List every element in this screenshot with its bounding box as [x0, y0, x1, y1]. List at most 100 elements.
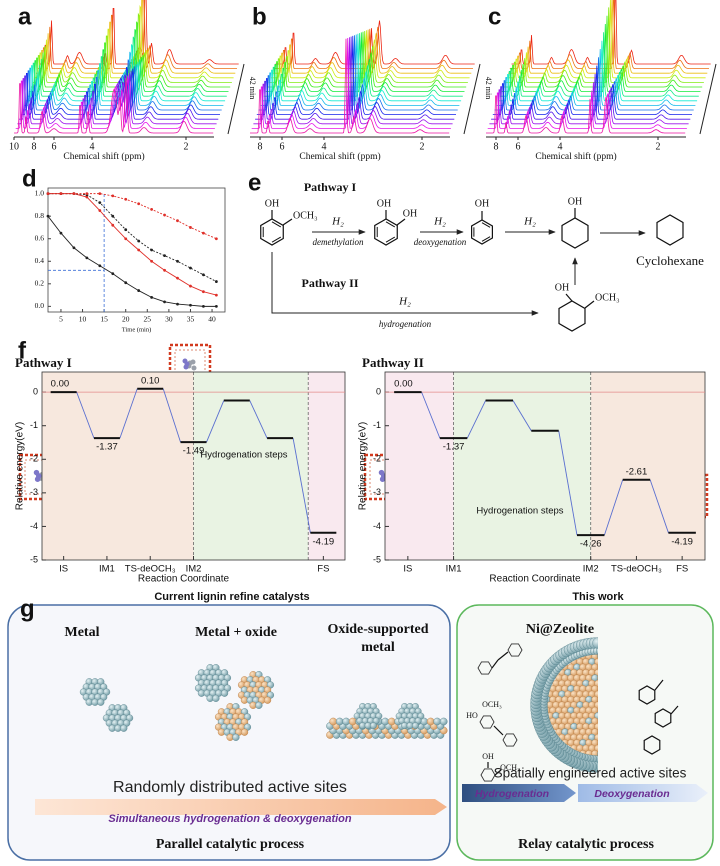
data-point: [124, 228, 128, 232]
x-axis-label: Chemical shift (ppm): [299, 151, 380, 162]
data-point: [189, 266, 192, 270]
ring: [507, 643, 523, 657]
region: [42, 372, 194, 560]
double-bond: [481, 222, 491, 228]
connector: [421, 391, 441, 439]
process-label: Parallel catalytic process: [156, 837, 305, 852]
panel-label: g: [20, 595, 35, 622]
x-axis-label: Chemical shift (ppm): [535, 151, 616, 162]
bond: [396, 218, 406, 226]
spectrum-trace: [25, 44, 226, 102]
x-tick-label: 35: [187, 315, 195, 324]
y-tick-label: -4: [30, 521, 38, 531]
x-tick-label: IM2: [186, 564, 202, 575]
panel-label: b: [252, 3, 267, 30]
x-tick-label: 30: [165, 315, 173, 324]
data-point: [176, 302, 179, 306]
x-tick-label: IS: [59, 564, 68, 575]
ring: [479, 715, 495, 729]
data-point: [176, 219, 179, 223]
atom: [594, 744, 598, 752]
arrow-label: Simultaneous hydrogenation & deoxygenati…: [108, 813, 352, 825]
atom: [426, 717, 435, 726]
double-bond: [481, 236, 491, 242]
data-point: [189, 303, 192, 307]
atom: [592, 637, 598, 649]
x-tick-label: IS: [403, 564, 412, 575]
x-tick-label: TS-deOCH₃: [611, 564, 662, 575]
group-label: HO: [466, 711, 478, 720]
spectrum-trace: [506, 0, 706, 79]
data-point: [46, 192, 50, 196]
double-bond: [271, 236, 282, 243]
x-tick-label: 2: [184, 141, 189, 152]
y-tick-label: 0.6: [35, 233, 45, 242]
y-tick-label: -2: [373, 454, 381, 464]
x-tick-label: 15: [100, 315, 108, 324]
value-label: -4.26: [580, 539, 602, 550]
panel-label: c: [488, 3, 501, 30]
data-point: [46, 214, 50, 218]
data-point: [137, 289, 141, 292]
value-label: 0.00: [51, 379, 70, 390]
y-tick-label: -4: [373, 521, 381, 531]
data-point: [98, 209, 102, 212]
pathway-label: Pathway I: [304, 180, 357, 194]
adsorbate-atom: [184, 361, 190, 367]
data-point: [214, 304, 218, 308]
data-point: [124, 197, 128, 201]
process-arrow: [462, 784, 576, 802]
atom: [263, 696, 272, 704]
catalyst-type: Metal: [65, 625, 100, 640]
spectrum-trace: [27, 36, 227, 97]
bond: [282, 218, 293, 226]
bond: [493, 725, 504, 736]
value-label: -1.49: [183, 446, 205, 457]
connector: [76, 391, 95, 439]
value-label: -4.19: [313, 536, 335, 547]
atom: [387, 717, 396, 726]
panel-label: f: [18, 337, 27, 364]
atom: [433, 717, 442, 726]
spectrum-trace: [487, 90, 687, 129]
data-point: [111, 194, 115, 198]
arrow-label: Hydrogenation: [475, 788, 549, 800]
x-axis-label: Chemical shift (ppm): [63, 151, 144, 162]
group-label: OH: [482, 752, 494, 761]
y-axis-label: Relative energy(eV): [15, 422, 26, 510]
group-label: OCH₃: [482, 700, 502, 709]
connector: [649, 479, 669, 533]
data-point: [202, 273, 205, 277]
bond: [491, 659, 499, 669]
group-label: OCH₃: [293, 210, 318, 221]
arrow-label: Deoxygenation: [594, 788, 669, 800]
atom: [597, 730, 598, 734]
x-tick-label: 5: [59, 315, 63, 324]
ring: [480, 768, 496, 782]
data-point: [214, 280, 218, 283]
time-axis: [227, 63, 245, 135]
x-tick-label: 6: [52, 141, 57, 152]
group-label: OH: [475, 198, 489, 209]
bond: [654, 679, 664, 691]
spectrum-trace: [14, 77, 214, 134]
atom: [342, 717, 351, 726]
atom: [240, 728, 249, 736]
atom: [597, 740, 598, 745]
y-tick-label: 0.8: [35, 211, 45, 220]
x-tick-label: 20: [122, 315, 130, 324]
x-tick-label: TS-deOCH₃: [125, 564, 176, 575]
group-label: OCH₃: [595, 292, 620, 303]
data-point: [202, 290, 205, 294]
bond: [497, 651, 509, 661]
plot-frame: [47, 187, 226, 313]
region: [308, 372, 345, 560]
data-point: [150, 295, 154, 299]
data-point: [98, 201, 102, 205]
atom: [591, 663, 598, 671]
x-tick-label: IM2: [583, 564, 599, 575]
h2-label: H₂: [433, 216, 446, 228]
atom: [595, 647, 598, 655]
spectrum-trace: [509, 0, 709, 69]
